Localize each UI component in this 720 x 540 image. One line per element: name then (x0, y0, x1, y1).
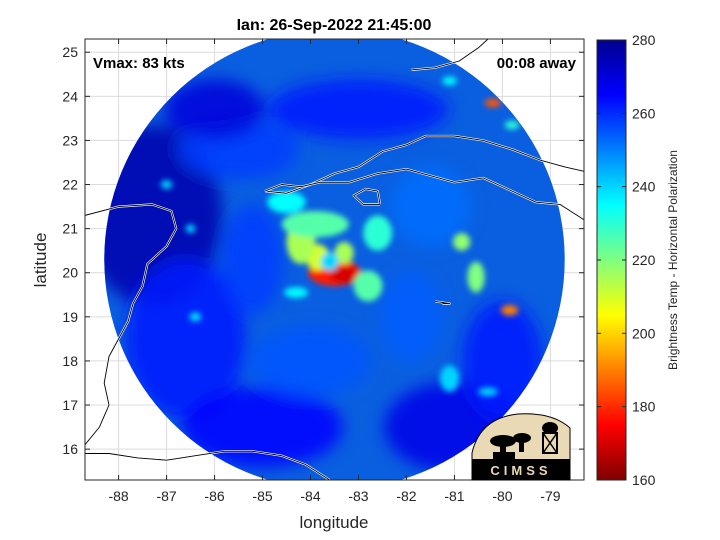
rain-feature (329, 266, 359, 283)
colorbar-tick-label: 160 (632, 472, 656, 488)
y-tick-label: 18 (62, 353, 78, 369)
rain-feature (334, 241, 354, 264)
swath-texture-patch (268, 79, 449, 140)
colorbar: 160 180 200 220 240 260 280 Brightness Temp - … (596, 32, 680, 488)
vmax-annotation: Vmax: 83 kts (93, 55, 185, 72)
rain-feature (478, 387, 498, 397)
swath-texture-patch (381, 271, 442, 362)
colorbar-tick-label: 240 (632, 179, 656, 195)
swath-texture-patch (250, 325, 371, 396)
colorbar-tick-label: 200 (632, 325, 656, 341)
coastline (264, 168, 584, 221)
coastline (85, 450, 330, 480)
colorbar-tick-label: 280 (632, 32, 656, 48)
y-tick-label: 22 (62, 177, 78, 193)
x-tick-label: -84 (300, 488, 320, 504)
x-tick-label: -82 (396, 488, 416, 504)
x-tick-label: -88 (108, 488, 128, 504)
rain-feature (185, 224, 196, 234)
colorbar-tick-label: 260 (632, 105, 656, 121)
colorbar-gradient (596, 39, 627, 481)
rain-feature (500, 304, 519, 316)
swath-texture-patch (125, 258, 246, 419)
swath-texture-patch (390, 166, 471, 247)
time-away-annotation: 00:08 away (497, 55, 577, 72)
coastline (435, 300, 451, 305)
swath-texture-patch (222, 204, 283, 315)
rain-feature (363, 215, 393, 251)
chart-title: Ian: 26-Sep-2022 21:45:00 (237, 17, 432, 34)
rain-features (160, 76, 520, 397)
rain-feature (442, 76, 457, 86)
storm-eye (320, 252, 339, 271)
rain-feature (440, 365, 460, 392)
y-tick-label: 19 (62, 309, 78, 325)
colorbar-tick-label: 180 (632, 399, 656, 415)
coastline (353, 188, 381, 205)
coastline (85, 203, 177, 445)
rain-feature (160, 180, 173, 189)
y-tick-label: 23 (62, 132, 78, 148)
plot-area (85, 39, 584, 480)
x-axis-ticks: -88 -87 -86 -85 -84 -83 -82 -81 -80 -79 (108, 39, 561, 504)
rain-feature (189, 312, 202, 322)
microwave-swath (104, 39, 565, 480)
colorbar-ticks: 160 180 200 220 240 260 280 (597, 32, 656, 488)
rain-feature (284, 287, 309, 298)
y-tick-label: 20 (62, 265, 78, 281)
coastlines (85, 39, 584, 480)
rain-feature (353, 270, 383, 302)
axes-frame (84, 38, 585, 481)
rain-feature (281, 210, 349, 238)
rain-feature (453, 233, 471, 251)
cimss-logo: CIMSS (471, 413, 571, 481)
x-tick-label: -81 (444, 488, 464, 504)
swath-texture-patch (182, 387, 343, 468)
y-tick-label: 16 (62, 441, 78, 457)
y-tick-label: 17 (62, 397, 78, 413)
y-axis-ticks: 16 17 18 19 20 21 22 23 24 25 (62, 44, 584, 457)
colorbar-label: Brightness Temp - Horizontal Polarizatio… (666, 150, 680, 370)
y-tick-label: 25 (62, 44, 78, 60)
rain-feature (484, 98, 501, 108)
y-tick-label: 24 (62, 88, 78, 104)
x-tick-label: -80 (492, 488, 512, 504)
x-tick-label: -83 (348, 488, 368, 504)
cimss-logo-text: CIMSS (490, 463, 551, 478)
x-axis-label: longitude (299, 513, 368, 532)
rain-feature (267, 191, 306, 214)
y-axis-label: latitude (31, 233, 50, 288)
colorbar-tick-label: 220 (632, 252, 656, 268)
rain-feature (504, 120, 520, 130)
swath-texture-patch (164, 79, 265, 140)
rain-feature (467, 261, 485, 293)
x-tick-label: -86 (204, 488, 224, 504)
coastline (411, 39, 489, 71)
y-tick-label: 21 (62, 221, 78, 237)
x-tick-label: -87 (156, 488, 176, 504)
x-tick-label: -85 (252, 488, 272, 504)
x-tick-label: -79 (540, 488, 560, 504)
